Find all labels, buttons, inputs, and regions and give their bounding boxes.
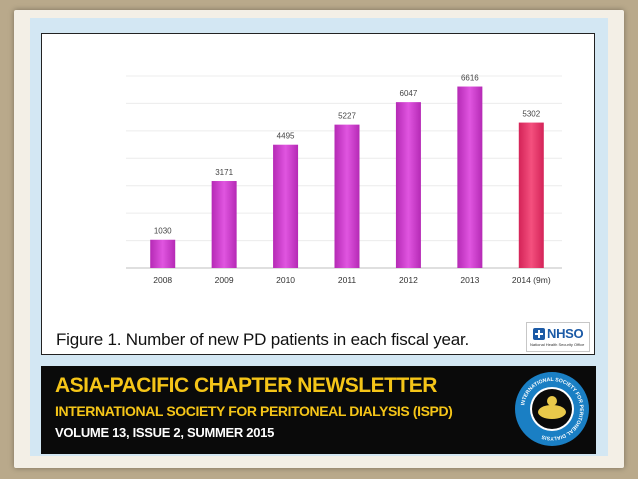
newsletter-banner: ASIA-PACIFIC CHAPTER NEWSLETTER INTERNAT… xyxy=(41,366,596,454)
logo-name: NHSO xyxy=(547,326,584,341)
data-label: 6616 xyxy=(461,74,479,83)
plus-cross-icon xyxy=(533,328,545,340)
data-label: 5302 xyxy=(522,110,540,119)
x-tick-label: 2014 (9m) xyxy=(512,275,551,285)
x-tick-label: 2009 xyxy=(215,275,234,285)
data-label: 3171 xyxy=(215,168,233,177)
newsletter-subtitle: INTERNATIONAL SOCIETY FOR PERITONEAL DIA… xyxy=(55,403,453,419)
x-tick-label: 2011 xyxy=(338,275,357,285)
data-label: 4495 xyxy=(277,132,295,141)
x-tick-label: 2013 xyxy=(460,275,479,285)
bar-2011 xyxy=(334,124,360,268)
data-label: 5227 xyxy=(338,112,356,121)
logo-subtitle: National Health Security Office xyxy=(530,342,585,347)
bar-2013 xyxy=(457,86,483,269)
data-label: 6047 xyxy=(400,89,418,98)
bar-2010 xyxy=(273,144,299,268)
newsletter-title: ASIA-PACIFIC CHAPTER NEWSLETTER xyxy=(55,374,437,397)
figure-panel: 1030 3171 4495 5227 6047 6616 5302 2008 2009 201… xyxy=(41,33,595,355)
data-label: 1030 xyxy=(154,227,172,236)
bar-2009 xyxy=(211,181,237,268)
nhso-logo: NHSO National Health Security Office xyxy=(526,322,590,352)
bar-2014-9m xyxy=(518,122,544,268)
x-tick-label: 2008 xyxy=(153,275,172,285)
bar-2008 xyxy=(150,239,176,268)
newsletter-issue: VOLUME 13, ISSUE 2, SUMMER 2015 xyxy=(55,425,274,440)
x-tick-label: 2010 xyxy=(276,275,295,285)
x-tick-label: 2012 xyxy=(399,275,418,285)
bar-chart: 1030 3171 4495 5227 6047 6616 5302 2008 2009 201… xyxy=(126,74,562,285)
bar-2012 xyxy=(395,102,421,268)
ispd-seal-logo: INTERNATIONAL SOCIETY FOR PERITONEAL DIA… xyxy=(515,372,589,446)
figure-caption: Figure 1. Number of new PD patients in e… xyxy=(56,330,470,349)
